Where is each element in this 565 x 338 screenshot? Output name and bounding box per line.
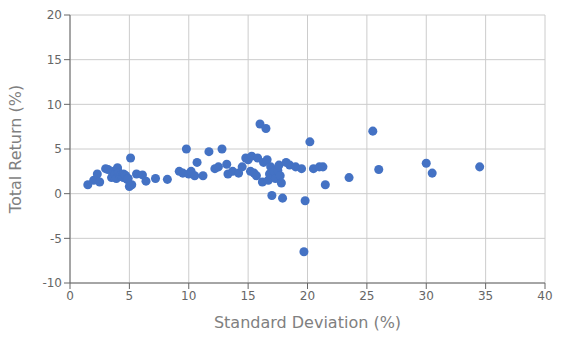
svg-text:5: 5 <box>126 289 134 303</box>
svg-text:20: 20 <box>47 8 62 22</box>
svg-text:30: 30 <box>419 289 434 303</box>
svg-text:Total Return (%): Total Return (%) <box>8 85 25 214</box>
svg-text:-5: -5 <box>50 232 62 246</box>
svg-text:5: 5 <box>54 142 62 156</box>
svg-text:15: 15 <box>47 53 62 67</box>
svg-text:15: 15 <box>240 289 255 303</box>
svg-text:10: 10 <box>181 289 196 303</box>
svg-text:0: 0 <box>54 187 62 201</box>
svg-text:-10: -10 <box>42 276 62 290</box>
svg-text:0: 0 <box>66 289 74 303</box>
svg-text:20: 20 <box>300 289 315 303</box>
svg-text:25: 25 <box>359 289 374 303</box>
svg-text:40: 40 <box>537 289 552 303</box>
svg-text:10: 10 <box>47 98 62 112</box>
svg-text:Standard Deviation (%): Standard Deviation (%) <box>214 313 401 332</box>
svg-text:35: 35 <box>478 289 493 303</box>
